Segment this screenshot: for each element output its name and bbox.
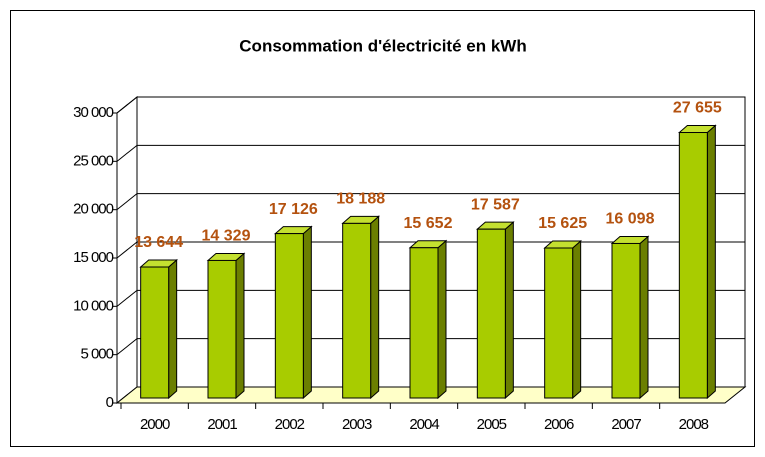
bar-front (611, 242, 641, 399)
x-tick-label: 2003 (342, 416, 372, 433)
x-tick-label: 2008 (679, 416, 709, 433)
x-tick-label: 2000 (140, 416, 170, 433)
value-label: 15 652 (404, 215, 453, 232)
grid-line (116, 144, 138, 162)
value-label: 13 644 (134, 234, 183, 251)
x-tick-label: 2007 (611, 416, 641, 433)
value-label: 15 625 (538, 215, 587, 232)
bar-side (572, 239, 582, 400)
bar (610, 235, 650, 400)
bar (274, 225, 313, 400)
y-tick-label: 5 000 (80, 346, 113, 363)
bar-front (544, 247, 574, 399)
bar (543, 239, 582, 400)
value-label: 17 587 (471, 196, 520, 213)
y-tick-label: 30 000 (73, 104, 114, 121)
y-tick-label: 10 000 (73, 297, 114, 314)
bar (206, 252, 246, 400)
bar (678, 124, 717, 400)
grid-line (116, 338, 138, 356)
grid-line (116, 96, 138, 114)
bar (341, 215, 380, 400)
bar-side (706, 124, 716, 400)
bar-front (274, 233, 304, 399)
bar-side (639, 235, 649, 400)
bar-side (302, 225, 312, 400)
y-tick-label: 25 000 (73, 152, 114, 169)
chart-title: Consommation d'électricité en kWh (239, 36, 526, 55)
bar-front (342, 222, 372, 399)
value-label: 14 329 (202, 228, 251, 245)
x-tick-label: 2004 (409, 416, 439, 433)
y-tick-label: 20 000 (73, 201, 114, 218)
y-tick-label: 15 000 (73, 249, 114, 266)
bar-front (476, 228, 506, 399)
bar (476, 221, 515, 400)
x-tick-label: 2005 (477, 416, 507, 433)
bar-front (140, 266, 170, 399)
bar-side (235, 252, 245, 400)
grid-line (116, 289, 138, 307)
bar-front (207, 259, 237, 399)
bar-side (504, 221, 514, 400)
value-label: 18 188 (336, 191, 385, 208)
bar (408, 239, 448, 400)
y-tick-label: 0 (106, 394, 114, 411)
bar-side (168, 258, 178, 400)
grid-line (116, 241, 138, 259)
bar-side (437, 239, 447, 400)
x-tick-label: 2001 (207, 416, 237, 433)
value-label: 27 655 (673, 100, 722, 117)
x-tick-label: 2002 (275, 416, 305, 433)
bar-front (409, 247, 439, 399)
bar-side (370, 215, 380, 400)
x-tick-label: 2006 (544, 416, 574, 433)
bar (139, 258, 178, 400)
value-label: 16 098 (606, 211, 655, 228)
value-label: 17 126 (269, 201, 318, 218)
grid-line (116, 193, 138, 211)
bar-front (678, 132, 708, 399)
